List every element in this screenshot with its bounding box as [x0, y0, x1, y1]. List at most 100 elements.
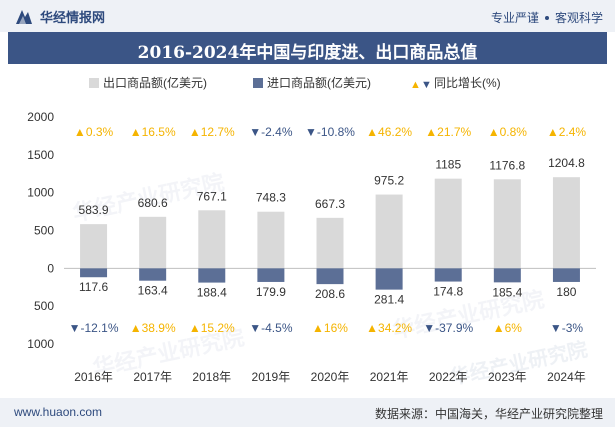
export-value-label: 1176.8 [489, 158, 525, 172]
import-growth-label: ▼-37.9% [423, 321, 473, 335]
import-bar [80, 268, 108, 278]
export-bar [552, 177, 580, 269]
up-triangle-icon: ▲ [493, 321, 505, 335]
export-value-label: 1204.8 [548, 156, 585, 170]
import-growth-label: ▼-4.5% [249, 321, 293, 335]
import-bar [198, 268, 226, 283]
export-bar [139, 216, 167, 269]
export-growth-value: -2.4% [261, 125, 293, 139]
up-triangle-icon: ▲ [366, 321, 378, 335]
y-tick-label: 1500 [27, 148, 54, 162]
import-growth-value: -3% [562, 321, 584, 335]
export-value-label: 1185 [435, 158, 461, 172]
data-source-note: 数据来源：中国海关，华经产业研究院整理 [374, 407, 603, 421]
export-growth-label: ▲0.8% [488, 125, 528, 139]
export-growth-label: ▼-10.8% [305, 125, 355, 139]
down-triangle-icon: ▼ [69, 321, 81, 335]
export-value-label: 748.3 [256, 191, 286, 205]
import-bar [434, 268, 462, 282]
separator-dot-icon [544, 15, 549, 20]
y-tick-label: 500 [34, 299, 54, 313]
up-triangle-icon: ▲ [189, 321, 201, 335]
export-growth-label: ▲16.5% [130, 125, 176, 139]
legend-import-label: 进口商品额(亿美元) [267, 75, 371, 90]
x-tick-label: 2021年 [370, 370, 409, 384]
import-value-label: 117.6 [79, 280, 108, 294]
up-triangle-icon: ▲ [488, 125, 500, 139]
export-value-label: 975.2 [374, 174, 404, 188]
export-growth-label: ▼-2.4% [249, 125, 293, 139]
import-value-label: 208.6 [315, 287, 345, 301]
export-bar [80, 224, 108, 269]
import-growth-value: 6% [505, 321, 523, 335]
y-tick-label: 0 [47, 261, 54, 275]
footer-bar: www.huaon.com 数据来源：中国海关，华经产业研究院整理 [0, 398, 615, 427]
export-bar [493, 179, 521, 269]
x-tick-label: 2023年 [488, 370, 527, 384]
import-bar [139, 268, 167, 281]
import-growth-value: -37.9% [435, 321, 473, 335]
import-growth-label: ▲34.2% [366, 321, 412, 335]
export-growth-value: 0.3% [86, 125, 114, 139]
import-growth-label: ▼-3% [550, 321, 584, 335]
brand[interactable]: 华经情报网 [14, 7, 105, 26]
export-growth-value: 12.7% [201, 125, 235, 139]
export-growth-label: ▲21.7% [425, 125, 471, 139]
import-value-label: 174.8 [433, 285, 463, 299]
x-tick-label: 2020年 [311, 370, 350, 384]
export-growth-value: 0.8% [500, 125, 528, 139]
y-tick-label: 1000 [27, 186, 54, 200]
import-bar [257, 268, 285, 282]
footer-url[interactable]: www.huaon.com [14, 405, 103, 419]
import-bar [375, 268, 403, 290]
import-value-label: 180 [556, 285, 576, 299]
import-growth-value: 16% [324, 321, 348, 335]
up-triangle-icon: ▲ [547, 125, 559, 139]
import-bar [552, 268, 580, 282]
export-value-label: 680.6 [138, 196, 168, 210]
down-triangle-icon: ▼ [249, 125, 261, 139]
brand-name: 华经情报网 [40, 10, 106, 25]
x-tick-label: 2019年 [252, 370, 291, 384]
chart-title: 2016-2024年中国与印度进、出口商品总值 [137, 43, 478, 63]
export-growth-value: -10.8% [317, 125, 355, 139]
up-triangle-icon: ▲ [74, 125, 86, 139]
export-value-label: 583.9 [79, 203, 109, 217]
export-growth-value: 16.5% [142, 125, 176, 139]
export-growth-label: ▲46.2% [366, 125, 412, 139]
down-triangle-icon: ▼ [305, 125, 317, 139]
export-growth-label: ▲12.7% [189, 125, 235, 139]
export-bar [375, 194, 403, 269]
legend-import-swatch [253, 78, 263, 88]
up-triangle-icon: ▲ [366, 125, 378, 139]
import-value-label: 179.9 [256, 285, 286, 299]
export-growth-value: 2.4% [559, 125, 587, 139]
import-growth-label: ▲38.9% [130, 321, 176, 335]
export-bar [316, 217, 344, 269]
tagline-left: 专业严谨 [490, 11, 539, 25]
title-bar: 2016-2024年中国与印度进、出口商品总值 [8, 32, 607, 64]
export-growth-label: ▲0.3% [74, 125, 114, 139]
import-value-label: 185.4 [492, 285, 522, 299]
export-bar [257, 211, 285, 269]
import-growth-label: ▲6% [493, 321, 523, 335]
legend-up-triangle-icon: ▲ [410, 79, 421, 91]
import-growth-value: -4.5% [261, 321, 293, 335]
export-value-label: 667.3 [315, 197, 345, 211]
export-value-label: 767.1 [197, 189, 227, 203]
up-triangle-icon: ▲ [130, 321, 142, 335]
down-triangle-icon: ▼ [550, 321, 562, 335]
import-value-label: 163.4 [138, 284, 168, 298]
tagline: 专业严谨 客观科学 [491, 9, 603, 26]
up-triangle-icon: ▲ [425, 125, 437, 139]
brand-logo-icon [16, 9, 32, 24]
import-growth-value: 38.9% [142, 321, 176, 335]
y-tick-label: 500 [34, 224, 54, 238]
import-growth-value: 34.2% [378, 321, 412, 335]
import-growth-label: ▼-12.1% [69, 321, 119, 335]
export-growth-label: ▲2.4% [547, 125, 587, 139]
import-bar [316, 268, 344, 285]
import-growth-label: ▲15.2% [189, 321, 235, 335]
import-bar [493, 268, 521, 283]
